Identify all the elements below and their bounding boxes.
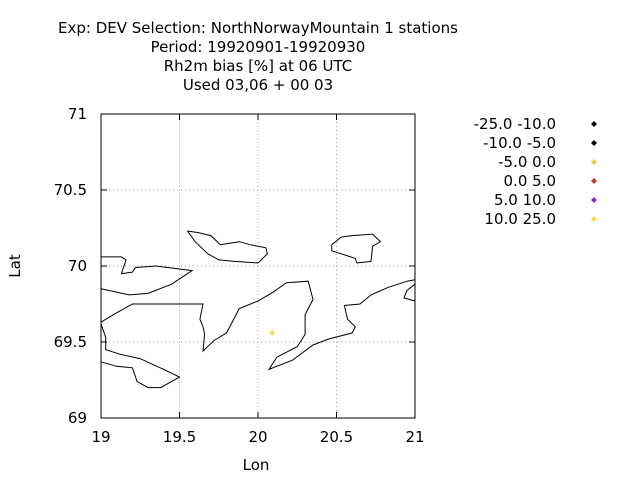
station-points bbox=[269, 329, 276, 336]
coastline bbox=[100, 256, 194, 296]
coastline bbox=[100, 323, 181, 389]
legend-marker bbox=[591, 178, 597, 184]
y-tick-label: 70 bbox=[68, 257, 87, 275]
x-tick-label: 20.5 bbox=[320, 428, 353, 446]
title-line-parameter: Rh2m bias [%] at 06 UTC bbox=[164, 57, 352, 75]
legend: -25.0 -10.0-10.0 -5.0-5.0 0.00.0 5.05.0 … bbox=[474, 115, 597, 228]
y-tick-label: 70.5 bbox=[54, 181, 87, 199]
legend-label: 0.0 5.0 bbox=[504, 172, 556, 190]
legend-label: -10.0 -5.0 bbox=[483, 134, 556, 152]
legend-marker bbox=[591, 140, 597, 146]
legend-label: 10.0 25.0 bbox=[484, 210, 556, 228]
chart-title: Exp: DEV Selection: NorthNorwayMountain … bbox=[58, 19, 458, 94]
coastline bbox=[331, 233, 382, 264]
x-tick-label: 19 bbox=[91, 428, 110, 446]
legend-label: -5.0 0.0 bbox=[498, 153, 556, 171]
legend-marker bbox=[591, 216, 597, 222]
coastline bbox=[403, 283, 416, 302]
title-line-experiment: Exp: DEV Selection: NorthNorwayMountain … bbox=[58, 19, 458, 37]
legend-marker bbox=[591, 159, 597, 165]
title-line-period: Period: 19920901-19920930 bbox=[151, 38, 366, 56]
grid-lines bbox=[100, 113, 416, 419]
plot-frame bbox=[100, 113, 416, 419]
y-tick-label: 71 bbox=[68, 105, 87, 123]
y-axis-label: Lat bbox=[6, 254, 24, 278]
x-tick-labels: 19 19.5 20 20.5 21 bbox=[91, 428, 424, 446]
y-tick-label: 69.5 bbox=[54, 333, 87, 351]
coastline bbox=[186, 230, 268, 264]
legend-label: -25.0 -10.0 bbox=[474, 115, 556, 133]
station-point bbox=[269, 329, 276, 336]
y-tick-label: 69 bbox=[68, 409, 87, 427]
x-tick-label: 20 bbox=[248, 428, 267, 446]
y-tick-labels: 69 69.5 70 70.5 71 bbox=[54, 105, 87, 427]
legend-marker bbox=[591, 197, 597, 203]
x-tick-label: 21 bbox=[405, 428, 424, 446]
x-tick-label: 19.5 bbox=[163, 428, 196, 446]
legend-label: 5.0 10.0 bbox=[494, 191, 556, 209]
title-line-used: Used 03,06 + 00 03 bbox=[183, 76, 333, 94]
x-axis-label: Lon bbox=[243, 456, 270, 474]
coastline bbox=[100, 279, 416, 371]
coastlines bbox=[100, 230, 416, 389]
legend-marker bbox=[591, 121, 597, 127]
